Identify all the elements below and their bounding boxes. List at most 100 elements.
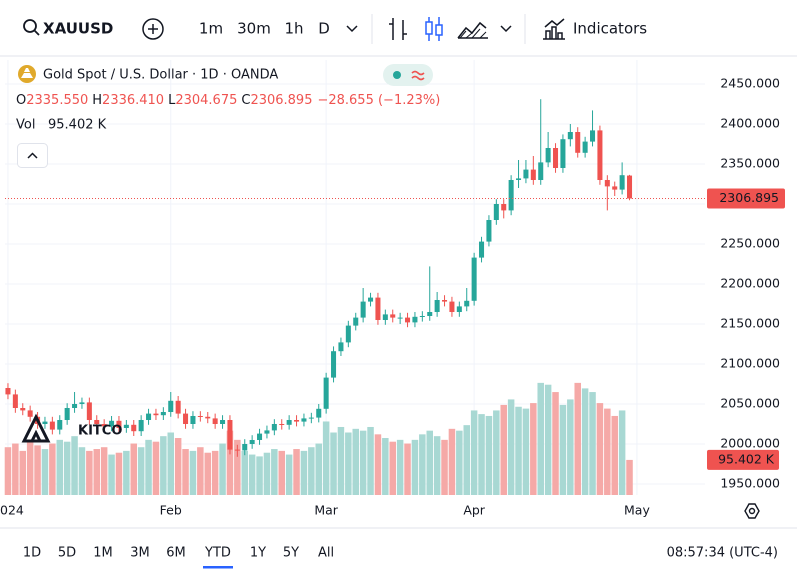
interval-button[interactable]: 1m [199, 20, 223, 38]
legend-value: 2306.895 [250, 93, 312, 108]
candle-body [183, 413, 189, 424]
volume-bar [56, 439, 64, 495]
candle-body [501, 204, 507, 211]
range-button[interactable]: 1Y [250, 546, 266, 561]
volume-bar [522, 408, 530, 495]
candle-body [234, 449, 240, 451]
volume-bar [559, 404, 567, 495]
volume-bar [404, 443, 411, 495]
volume-bar [78, 447, 86, 495]
volume-bar [226, 430, 234, 495]
ohlc-legend: O2335.550 H2336.410 L2304.675 C2306.895 −28.… [16, 93, 440, 108]
volume-bar [19, 450, 27, 495]
volume-bar [4, 447, 12, 495]
range-button[interactable]: 6M [166, 546, 186, 561]
style-menu[interactable] [500, 25, 512, 33]
candle-body [138, 420, 144, 432]
range-button[interactable]: YTD [204, 546, 231, 561]
candle-body [553, 148, 559, 168]
volume-bar [271, 449, 278, 495]
range-button[interactable]: 5D [58, 546, 76, 561]
candle-body [101, 424, 107, 427]
candle-body [538, 162, 544, 180]
candle-body [567, 132, 573, 140]
candle-body [271, 424, 277, 431]
legend-key: C [241, 93, 250, 108]
volume-bar [359, 430, 367, 495]
volume-bar [248, 454, 256, 495]
interval-button[interactable]: 30m [237, 20, 271, 38]
candle-body [323, 377, 329, 409]
volume-bar [34, 445, 41, 495]
legend-key: L [168, 93, 176, 108]
range-button[interactable]: 1M [93, 546, 113, 561]
bar-style-icon[interactable] [389, 18, 407, 40]
candle-body [220, 420, 226, 424]
interval-button[interactable]: D [318, 20, 330, 38]
candle-body [64, 408, 70, 420]
legend-value: 2336.410 [102, 93, 164, 108]
volume-bar [596, 403, 604, 495]
range-button[interactable]: All [318, 546, 334, 561]
volume-bar [426, 430, 433, 495]
volume-bar [463, 425, 470, 495]
volume-bar [626, 459, 633, 495]
volume-bar [241, 450, 249, 495]
candle-body [160, 412, 166, 416]
candle-body [427, 312, 433, 316]
candle-body [249, 440, 255, 444]
volume-bar [515, 406, 522, 495]
candle-body [368, 297, 374, 302]
volume-bar [315, 443, 322, 495]
volume-bar [345, 432, 352, 495]
volume-bar [552, 392, 559, 495]
watermark: KITCO [78, 424, 122, 439]
axis-settings[interactable] [744, 503, 760, 519]
collapse-icon [27, 152, 38, 159]
legend-change: −28.655 (−1.23%) [317, 93, 440, 108]
delay-icon [411, 70, 425, 81]
search-icon[interactable] [23, 19, 40, 36]
candle-body [227, 420, 233, 450]
range-button[interactable]: 1D [23, 546, 41, 561]
candle-style-icon[interactable] [425, 17, 443, 41]
candle-body [131, 424, 137, 432]
indicators-button[interactable]: Indicators [573, 20, 647, 38]
candle-body [20, 408, 26, 411]
volume-key: Vol [16, 118, 35, 133]
candle-body [419, 316, 425, 317]
candle-body [301, 418, 307, 422]
candle-body [449, 301, 455, 312]
legend-key: O [16, 93, 26, 108]
range-button[interactable]: 5Y [283, 546, 299, 561]
volume-bar [278, 450, 285, 495]
volume-bar [448, 428, 456, 495]
y-tick-label: 1950.000 [720, 476, 780, 491]
candle-body [530, 169, 536, 180]
interval-menu[interactable] [346, 25, 358, 33]
range-button[interactable]: 3M [130, 546, 150, 561]
area-style-icon[interactable] [457, 21, 488, 39]
candle-body [212, 418, 218, 424]
candle-body [508, 180, 514, 211]
volume-bar [108, 454, 115, 495]
collapse-legend[interactable] [17, 143, 48, 168]
volume-bar [382, 438, 389, 495]
y-tick-label: 2350.000 [720, 156, 780, 171]
candle-body [360, 301, 366, 318]
candle-body [197, 416, 203, 417]
range-buttons: 1D 5D 1M 3M 6M YTD 1Y 5Y All [23, 546, 334, 569]
interval-button[interactable]: 1h [284, 20, 303, 38]
candle-body [523, 169, 529, 179]
candle-body [57, 420, 63, 430]
volume-bar [396, 439, 404, 495]
status-pill[interactable] [383, 64, 433, 86]
volume-bar [470, 410, 478, 495]
indicators-icon[interactable] [543, 18, 565, 40]
volume-bar [507, 399, 515, 495]
symbol[interactable]: XAUUSD [43, 20, 113, 38]
volume-bar [256, 456, 263, 495]
volume-bar [234, 439, 241, 495]
add-symbol[interactable] [142, 18, 164, 40]
y-tick-label: 2450.000 [720, 76, 780, 91]
